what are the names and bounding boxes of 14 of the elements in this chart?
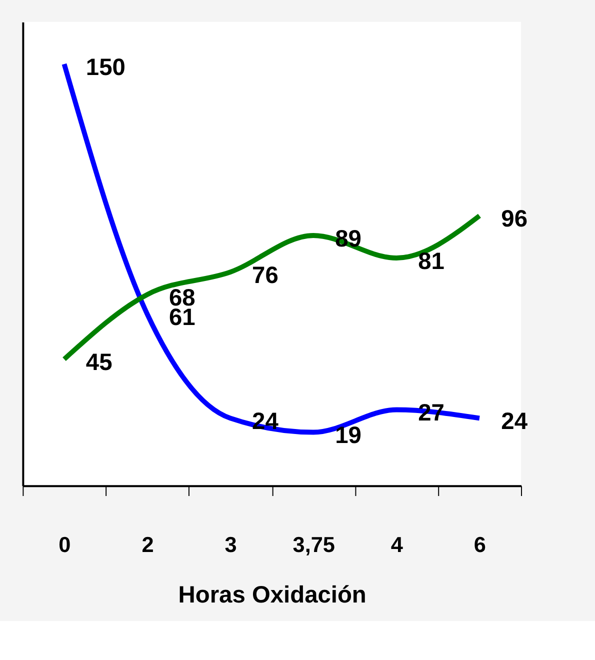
data-label: 24 [501,409,528,436]
data-label: 96 [501,206,528,233]
data-label: 150 [86,54,126,81]
x-tick-label: 0 [58,532,71,558]
x-tick-label: 6 [474,532,486,558]
data-label: 76 [252,262,278,289]
data-label: 45 [86,350,112,376]
data-label: 19 [335,423,362,450]
x-axis-title: Horas Oxidación [178,582,366,609]
x-tick-label: 4 [390,532,403,558]
data-label: 81 [418,248,444,275]
x-tick-label: 2 [142,532,154,558]
x-tick-label: 3 [224,532,237,558]
x-tick-label: 3,75 [292,532,335,558]
